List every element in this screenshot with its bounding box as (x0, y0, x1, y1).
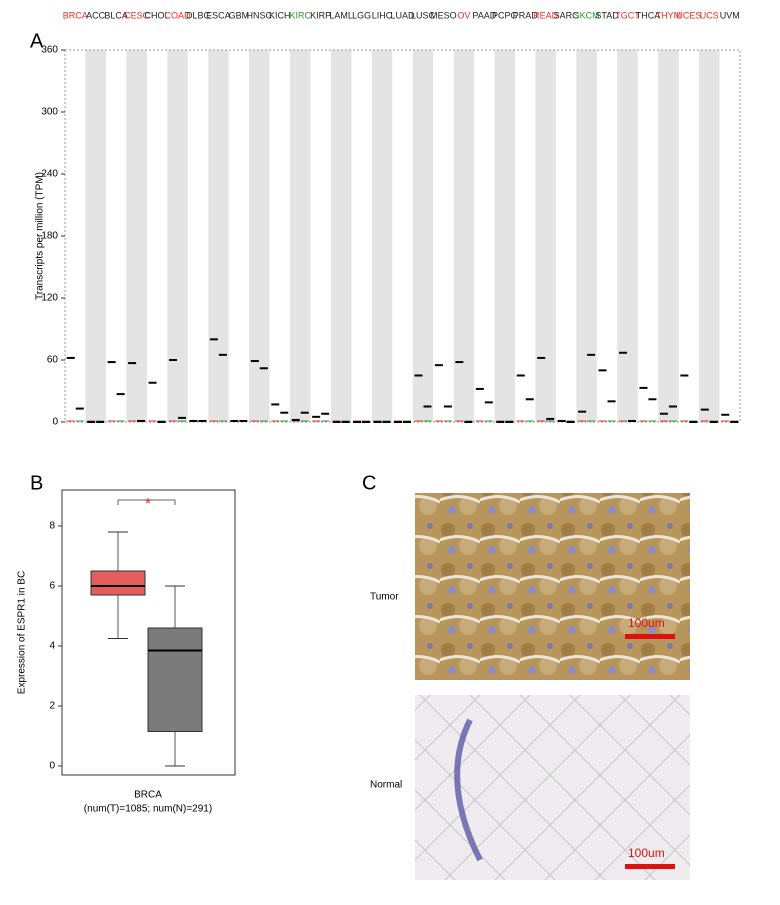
y-tick-label: 0 (52, 417, 58, 428)
category-label: LIHC (372, 10, 393, 20)
box (90, 570, 146, 596)
y-tick-label: 6 (49, 581, 55, 592)
category-label: TGCT (615, 10, 640, 20)
category-label: SKCM (574, 10, 600, 20)
y-tick-label: 8 (49, 521, 55, 532)
scale-bar (625, 864, 675, 869)
scale-bar (625, 634, 675, 639)
bracket (117, 499, 176, 505)
category-label: COAD (164, 10, 191, 20)
band (576, 50, 597, 422)
scale-label: 100um (628, 846, 665, 860)
category-label: ESCA (206, 10, 231, 20)
category-label: SARC (554, 10, 580, 20)
category-label: PRAD (513, 10, 539, 20)
y-axis-label: Expression of ESPR1 in BC (17, 571, 28, 694)
category-label: LGG (352, 10, 371, 20)
category-label: GBM (229, 10, 250, 20)
band (658, 50, 679, 422)
x-sublabel: (num(T)=1085; num(N)=291) (84, 804, 212, 815)
band (330, 50, 352, 422)
y-tick-label: 180 (41, 231, 58, 242)
normal-image (415, 695, 690, 880)
y-tick-label: 4 (49, 641, 55, 652)
y-tick-label: 0 (49, 761, 55, 772)
y-tick-label: 300 (41, 107, 58, 118)
y-tick-label: 120 (41, 293, 58, 304)
tumor-image (415, 493, 690, 680)
band (412, 50, 434, 422)
category-label: BLCA (104, 10, 128, 20)
category-label: LUSC (411, 10, 436, 20)
band (617, 50, 638, 422)
panel-label: A (30, 30, 44, 52)
category-label: LUAD (390, 10, 415, 20)
plot-frame (61, 489, 236, 776)
category-label: CHOL (145, 10, 170, 20)
category-label: UVM (720, 10, 740, 20)
image-label: Normal (370, 780, 402, 791)
category-label: HNSC (247, 10, 273, 20)
band (371, 50, 393, 422)
x-label: BRCA (134, 790, 162, 801)
category-label: KIRC (289, 10, 311, 20)
y-tick-label: 2 (49, 701, 55, 712)
category-label: ACC (86, 10, 106, 20)
band (85, 50, 106, 422)
band (126, 50, 147, 422)
scale-label: 100um (628, 616, 665, 630)
category-label: OV (457, 10, 470, 20)
category-label: UCES (676, 10, 701, 20)
category-label: UCS (700, 10, 719, 20)
annotation: * (145, 496, 151, 513)
plot-frame (64, 49, 741, 423)
band (290, 50, 311, 422)
band (208, 50, 229, 422)
y-tick-label: 360 (41, 45, 58, 56)
category-label: READ (533, 10, 559, 20)
category-label: CESC (124, 10, 150, 20)
category-label: DLBC (186, 10, 211, 20)
category-label: PAAD (472, 10, 496, 20)
category-label: KIRP (310, 10, 331, 20)
box (147, 627, 203, 732)
y-tick-label: 240 (41, 169, 58, 180)
band (699, 50, 720, 422)
category-label: KICH (269, 10, 291, 20)
band (494, 50, 515, 422)
panel-label: B (30, 472, 43, 494)
band (535, 50, 556, 422)
band (249, 50, 270, 422)
category-label: MESO (430, 10, 457, 20)
category-label: STAD (595, 10, 619, 20)
y-axis-label: Transcripts per million (TPM) (35, 172, 46, 300)
category-label: LAML (329, 10, 353, 20)
image-label: Tumor (370, 592, 399, 603)
category-label: THCA (636, 10, 661, 20)
category-label: BRCA (63, 10, 88, 20)
category-label: THYM (656, 10, 682, 20)
band (167, 50, 188, 422)
y-tick-label: 60 (47, 355, 59, 366)
band (453, 50, 475, 422)
panel-label: C (362, 472, 376, 494)
tissue-detail (454, 718, 483, 862)
category-label: PCPG (492, 10, 518, 20)
